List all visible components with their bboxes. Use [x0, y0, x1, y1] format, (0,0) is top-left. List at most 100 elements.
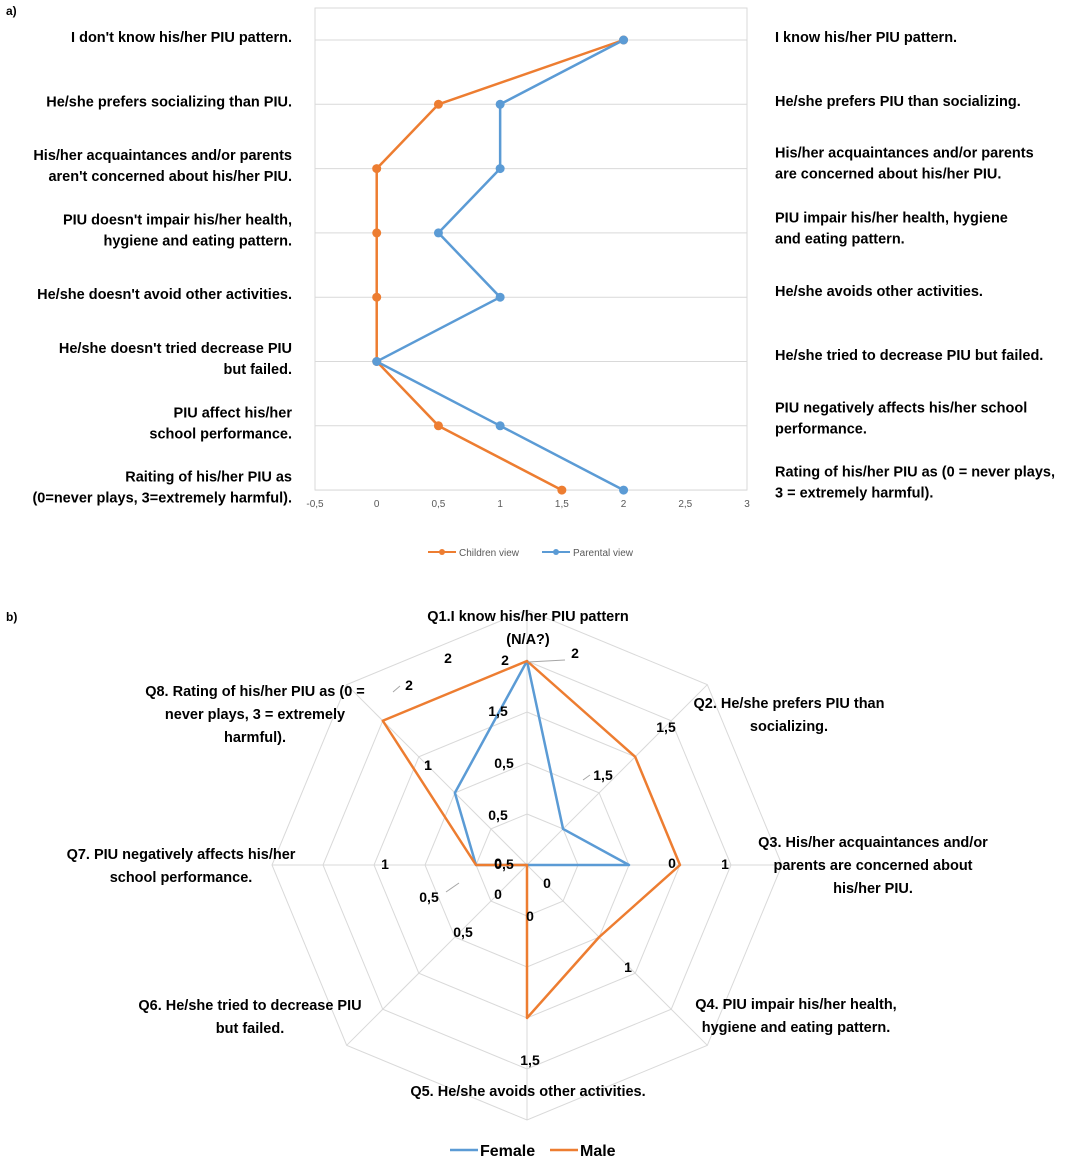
left-category-label-line: aren't concerned about his/her PIU.: [48, 169, 292, 185]
radar-data-label: 1,5: [656, 719, 676, 735]
right-category-label: PIU negatively affects his/her school per…: [775, 401, 1027, 438]
radar-spoke: [346, 684, 528, 866]
radar-data-label: 1: [721, 856, 729, 872]
right-category-label-line: His/her acquaintances and/or parents: [775, 146, 1034, 162]
left-category-label: PIU doesn't impair his/her health, hygien…: [63, 212, 292, 249]
legend-marker: [553, 549, 559, 555]
data-point: [372, 228, 382, 238]
left-category-label-line: I don't know his/her PIU pattern.: [71, 30, 292, 46]
data-point: [433, 421, 443, 431]
radar-axis-label-line: Q7. PIU negatively affects his/her: [67, 847, 296, 863]
radar-data-label: 1: [381, 856, 389, 872]
series-line-parental: [374, 38, 625, 492]
radar-axis-label-line: school performance.: [110, 870, 253, 886]
radar-axis-label-line: never plays, 3 = extremely: [165, 707, 345, 723]
legend-entry: Female: [480, 1143, 535, 1160]
left-category-label: PIU affect his/her school performance.: [149, 405, 292, 442]
x-tick-label: 3: [744, 499, 750, 510]
left-category-label-line: PIU affect his/her: [174, 405, 293, 421]
radar-data-label: 0,5: [453, 924, 473, 940]
radar-axis-label: Q8. Rating of his/her PIU as (0 = never p…: [145, 684, 365, 746]
data-label-leader: [582, 774, 591, 781]
radar-data-label: 0,5: [419, 889, 439, 905]
radar-data-label: 0: [494, 855, 502, 871]
radar-data-label: 0,5: [488, 807, 508, 823]
data-label-leader: [445, 882, 460, 893]
left-category-label-line: PIU doesn't impair his/her health,: [63, 212, 292, 228]
radar-axis-label: Q6. He/she tried to decrease PIU but fail…: [138, 998, 361, 1037]
data-point: [495, 292, 505, 302]
radar-data-label: 1,5: [593, 767, 613, 783]
right-category-label-line: He/she tried to decrease PIU but failed.: [775, 348, 1043, 364]
radar-series-male: [381, 659, 682, 1020]
data-point: [619, 485, 629, 495]
x-tick-label: -0,5: [306, 499, 324, 510]
x-tick-label: 0,5: [431, 499, 445, 510]
right-category-label-line: He/she prefers PIU than socializing.: [775, 94, 1021, 110]
x-tick-label: 1,5: [555, 499, 569, 510]
radar-data-label: 2: [571, 645, 579, 661]
radar-axis-label-line: (N/A?): [506, 632, 550, 648]
data-point: [433, 99, 443, 109]
radar-series-female: [453, 659, 631, 867]
radar-data-label: 1: [424, 757, 432, 773]
right-category-label: Rating of his/her PIU as (0 = never play…: [775, 465, 1055, 502]
panel-b-label: b): [6, 610, 17, 624]
left-category-label-line: Raiting of his/her PIU as: [125, 470, 292, 486]
radar-data-label: 0,5: [494, 755, 514, 771]
radar-axis-label-line: but failed.: [216, 1021, 284, 1037]
radar-axis-label-line: Q8. Rating of his/her PIU as (0 =: [145, 684, 365, 700]
right-category-label: I know his/her PIU pattern.: [775, 30, 957, 46]
data-point: [433, 228, 443, 238]
chart-b: 2 2 21,51 0,51,51,51 0,5 101,50000,50,5010,52…: [67, 609, 989, 1160]
radar-data-label: 0,5: [494, 856, 514, 872]
radar-axis-label-line: Q5. He/she avoids other activities.: [410, 1084, 645, 1100]
radar-axis-label-line: his/her PIU.: [833, 881, 913, 897]
left-category-label-line: He/she doesn't tried decrease PIU: [59, 341, 292, 357]
legend-entry: Children view: [459, 548, 520, 559]
left-category-label-line: but failed.: [224, 362, 292, 378]
radar-axis-label-line: Q3. His/her acquaintances and/or: [758, 835, 988, 851]
data-label-leader: [392, 685, 401, 693]
data-point: [619, 35, 629, 45]
left-category-label: Raiting of his/her PIU as (0=never plays,…: [32, 470, 292, 507]
radar-data-label: 1,5: [488, 703, 508, 719]
right-category-label: His/her acquaintances and/or parents are …: [775, 146, 1034, 183]
right-category-label-line: and eating pattern.: [775, 232, 905, 248]
x-tick-label: 2: [621, 499, 627, 510]
radar-axis-label: Q4. PIU impair his/her health, hygiene an…: [695, 997, 896, 1036]
data-point: [557, 485, 567, 495]
radar-spoke: [526, 864, 708, 1046]
legend-entry: Parental view: [573, 548, 634, 559]
radar-axis-label-line: Q6. He/she tried to decrease PIU: [138, 998, 361, 1014]
left-category-label-line: school performance.: [149, 426, 292, 442]
radar-axis-label-line: harmful).: [224, 730, 286, 746]
right-category-label-line: He/she avoids other activities.: [775, 284, 983, 300]
radar-data-label: 0: [668, 855, 676, 871]
radar-spoke: [526, 684, 708, 866]
radar-data-label: 1: [424, 757, 432, 773]
left-category-label: He/she doesn't avoid other activities.: [37, 287, 292, 303]
data-point: [495, 421, 505, 431]
right-category-label-line: PIU impair his/her health, hygiene: [775, 211, 1008, 227]
right-category-label-line: Rating of his/her PIU as (0 = never play…: [775, 465, 1055, 481]
right-category-label: He/she prefers PIU than socializing.: [775, 94, 1021, 110]
radar-axis-label-line: socializing.: [750, 719, 828, 735]
radar-data-label: 0: [543, 875, 551, 891]
data-point: [372, 164, 382, 174]
radar-axis-label-line: Q1.I know his/her PIU pattern: [427, 609, 628, 625]
radar-axis-label-line: Q4. PIU impair his/her health,: [695, 997, 896, 1013]
legend-marker: [439, 549, 445, 555]
left-category-label: He/she prefers socializing than PIU.: [46, 94, 292, 110]
radar-axis-label-line: hygiene and eating pattern.: [702, 1020, 891, 1036]
radar-axis-label-line: Q2. He/she prefers PIU than: [694, 696, 885, 712]
left-category-label-line: He/she doesn't avoid other activities.: [37, 287, 292, 303]
legend-entry: Male: [580, 1143, 616, 1160]
left-category-label: I don't know his/her PIU pattern.: [71, 30, 292, 46]
plot-area: [314, 7, 748, 491]
right-category-label-line: performance.: [775, 422, 867, 438]
radar-axis-label: Q3. His/her acquaintances and/or parents …: [758, 835, 988, 897]
data-point: [372, 292, 382, 302]
data-point: [495, 99, 505, 109]
panel-a-label: a): [6, 4, 17, 18]
